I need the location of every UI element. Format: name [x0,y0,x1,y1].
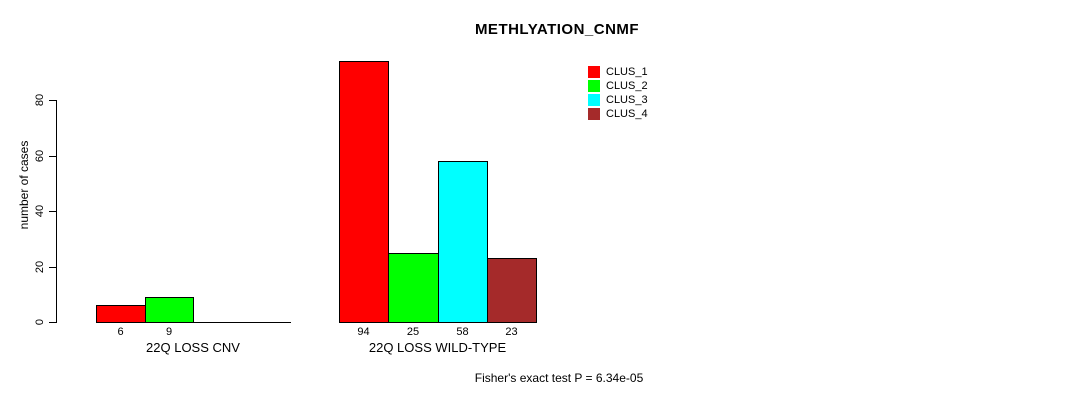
x-group-label: 22Q LOSS CNV [146,340,240,355]
legend-label: CLUS_2 [606,80,648,92]
legend-swatch-icon [588,80,600,92]
y-tick [49,100,56,101]
y-tick-label: 0 [34,318,46,326]
y-tick [49,267,56,268]
legend-swatch-icon [588,94,600,106]
bar [339,61,389,323]
y-tick [49,211,56,212]
legend-swatch-icon [588,66,600,78]
legend-item: CLUS_3 [588,93,648,107]
bar-value-label: 6 [117,326,124,338]
bar [487,258,537,323]
legend-label: CLUS_4 [606,108,648,120]
footnote: Fisher's exact test P = 6.34e-05 [474,371,644,385]
y-tick-label: 40 [34,204,46,218]
y-axis [56,100,57,323]
legend: CLUS_1 CLUS_2 CLUS_3 CLUS_4 [588,65,648,121]
y-tick-label: 60 [34,149,46,163]
bar [438,161,488,323]
y-axis-label: number of cases [17,140,31,230]
x-group-label: 22Q LOSS WILD-TYPE [368,340,507,355]
bar-value-label: 9 [165,326,173,338]
y-tick [49,156,56,157]
bar-value-label: 94 [357,326,370,338]
legend-swatch-icon [588,108,600,120]
y-tick-label: 20 [34,260,46,274]
bar [145,297,194,323]
legend-item: CLUS_2 [588,79,648,93]
y-tick [49,322,56,323]
bar [242,322,291,323]
bar [193,322,243,323]
bar-value-label: 25 [406,326,420,338]
legend-label: CLUS_3 [606,94,648,106]
legend-item: CLUS_1 [588,65,648,79]
bar [388,253,439,323]
chart-title: METHLYATION_CNMF [474,21,640,38]
bar-value-label: 58 [456,326,469,338]
legend-label: CLUS_1 [606,66,648,78]
legend-item: CLUS_4 [588,107,648,121]
bar-value-label: 23 [505,326,518,338]
y-tick-label: 80 [34,93,46,107]
bar [96,305,146,323]
